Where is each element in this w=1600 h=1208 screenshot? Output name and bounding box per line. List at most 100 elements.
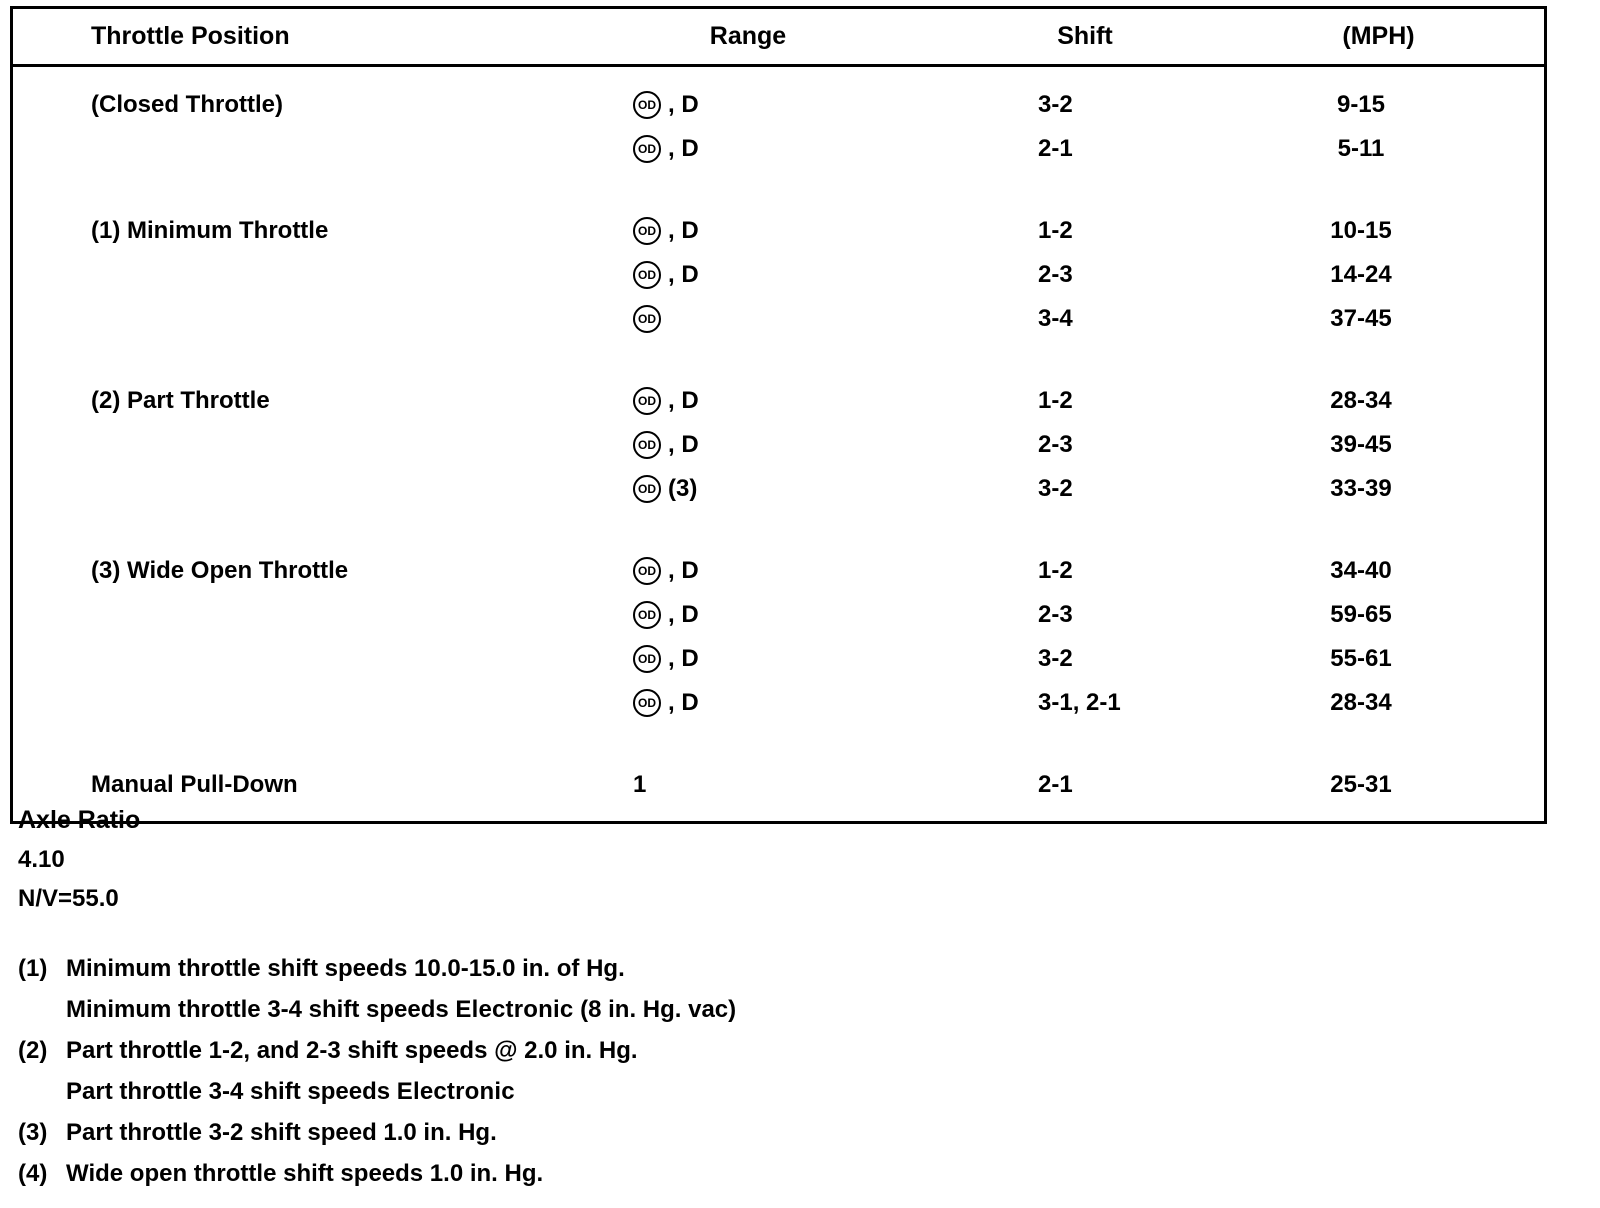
- overdrive-icon: OD: [633, 305, 661, 333]
- notes-section: Axle Ratio 4.10 N/V=55.0 (1) Minimum thro…: [18, 800, 1418, 1194]
- shift-cell: 2-3: [1038, 261, 1073, 288]
- shift-cell: 3-4: [1038, 305, 1073, 332]
- range-text: , D: [668, 91, 699, 118]
- mph-cell: 39-45: [1330, 431, 1392, 458]
- overdrive-icon: OD: [633, 135, 661, 163]
- shift-cell: 3-1, 2-1: [1038, 689, 1121, 716]
- throttle-position-cell: Manual Pull-Down: [91, 771, 298, 798]
- mph-cell: 37-45: [1330, 305, 1392, 332]
- footnote-number: (1): [18, 955, 48, 982]
- footnote-number: (4): [18, 1160, 48, 1187]
- mph-cell: 59-65: [1330, 601, 1392, 628]
- throttle-position-cell: (2) Part Throttle: [91, 387, 270, 414]
- footnote-text: Wide open throttle shift speeds 1.0 in. …: [66, 1153, 1418, 1194]
- shift-speed-table: Throttle Position Range Shift (MPH) (Clo…: [10, 6, 1547, 824]
- range-text: , D: [668, 261, 699, 288]
- shift-cell: 2-3: [1038, 601, 1073, 628]
- table-row: OD (3) 3-2 33-39: [13, 467, 1544, 511]
- footnote: (2) Part throttle 1-2, and 2-3 shift spee…: [18, 1030, 1418, 1112]
- range-text: , D: [668, 689, 699, 716]
- range-cell: OD , D: [573, 689, 973, 717]
- range-cell: OD , D: [573, 387, 973, 415]
- axle-ratio-value: 4.10: [18, 846, 65, 873]
- range-cell: OD , D: [573, 431, 973, 459]
- overdrive-icon: OD: [633, 601, 661, 629]
- table-row: OD , D 2-3 14-24: [13, 253, 1544, 297]
- table-row: OD , D 2-3 39-45: [13, 423, 1544, 467]
- footnote-number: (3): [18, 1119, 48, 1146]
- shift-cell: 2-1: [1038, 771, 1073, 798]
- footnote: (4) Wide open throttle shift speeds 1.0 i…: [18, 1153, 1418, 1194]
- throttle-position-cell: (Closed Throttle): [91, 91, 283, 118]
- table-row: (Closed Throttle) OD , D 3-2 9-15: [13, 83, 1544, 127]
- footnote-line: Part throttle 3-2 shift speed 1.0 in. Hg…: [66, 1119, 497, 1146]
- shift-cell: 3-2: [1038, 645, 1073, 672]
- table-row: OD 3-4 37-45: [13, 297, 1544, 341]
- overdrive-icon: OD: [633, 475, 661, 503]
- range-text: , D: [668, 645, 699, 672]
- shift-cell: 1-2: [1038, 217, 1073, 244]
- range-text: (3): [668, 475, 698, 502]
- mph-cell: 14-24: [1330, 261, 1392, 288]
- mph-cell: 34-40: [1330, 557, 1392, 584]
- table-row: OD , D 2-3 59-65: [13, 593, 1544, 637]
- mph-cell: 5-11: [1337, 135, 1385, 162]
- overdrive-icon: OD: [633, 261, 661, 289]
- range-cell: OD , D: [573, 91, 973, 119]
- shift-cell: 1-2: [1038, 387, 1073, 414]
- col-header-shift: Shift: [1057, 22, 1113, 50]
- footnote-text: Minimum throttle shift speeds 10.0-15.0 …: [66, 948, 1418, 1030]
- shift-cell: 2-3: [1038, 431, 1073, 458]
- range-text: , D: [668, 387, 699, 414]
- mph-cell: 28-34: [1330, 689, 1392, 716]
- range-text: 1: [633, 771, 647, 798]
- overdrive-icon: OD: [633, 689, 661, 717]
- table-row: (3) Wide Open Throttle OD , D 1-2 34-40: [13, 549, 1544, 593]
- mph-cell: 9-15: [1336, 91, 1386, 118]
- range-cell: OD , D: [573, 557, 973, 585]
- table-header-row: Throttle Position Range Shift (MPH): [13, 9, 1544, 67]
- throttle-position-cell: (1) Minimum Throttle: [91, 217, 329, 244]
- footnote-text: Part throttle 3-2 shift speed 1.0 in. Hg…: [66, 1112, 1418, 1153]
- range-text: , D: [668, 601, 699, 628]
- mph-cell: 55-61: [1330, 645, 1392, 672]
- nv-ratio-value: N/V=55.0: [18, 885, 119, 912]
- mph-cell: 28-34: [1330, 387, 1392, 414]
- overdrive-icon: OD: [633, 91, 661, 119]
- footnote-line: Minimum throttle shift speeds 10.0-15.0 …: [66, 955, 625, 982]
- range-text: , D: [668, 135, 699, 162]
- footnotes-list: (1) Minimum throttle shift speeds 10.0-15…: [18, 948, 1418, 1194]
- range-cell: OD: [573, 305, 973, 333]
- col-header-throttle-position: Throttle Position: [91, 22, 290, 50]
- shift-cell: 1-2: [1038, 557, 1073, 584]
- range-cell: OD , D: [573, 601, 973, 629]
- range-text: , D: [668, 217, 699, 244]
- footnote-line: Part throttle 3-4 shift speeds Electroni…: [66, 1078, 515, 1105]
- footnote-line: Part throttle 1-2, and 2-3 shift speeds …: [66, 1037, 638, 1064]
- shift-cell: 2-1: [1038, 135, 1073, 162]
- range-cell: OD , D: [573, 217, 973, 245]
- shift-cell: 3-2: [1038, 475, 1073, 502]
- mph-cell: 10-15: [1330, 217, 1392, 244]
- footnote: (1) Minimum throttle shift speeds 10.0-15…: [18, 948, 1418, 1030]
- table-body: (Closed Throttle) OD , D 3-2 9-15 OD , D 2…: [13, 67, 1544, 821]
- throttle-position-cell: (3) Wide Open Throttle: [91, 557, 349, 584]
- range-cell: OD , D: [573, 261, 973, 289]
- mph-cell: 33-39: [1330, 475, 1392, 502]
- table-row: OD , D 3-1, 2-1 28-34: [13, 681, 1544, 725]
- col-header-mph: (MPH): [1342, 22, 1415, 50]
- footnote: (3) Part throttle 3-2 shift speed 1.0 in.…: [18, 1112, 1418, 1153]
- range-text: , D: [668, 557, 699, 584]
- axle-ratio-heading: Axle Ratio: [18, 806, 141, 834]
- col-header-range: Range: [709, 22, 787, 50]
- table-row: OD , D 3-2 55-61: [13, 637, 1544, 681]
- range-cell: 1: [573, 771, 973, 799]
- overdrive-icon: OD: [633, 645, 661, 673]
- table-row: Manual Pull-Down 1 2-1 25-31: [13, 763, 1544, 807]
- table-row: (2) Part Throttle OD , D 1-2 28-34: [13, 379, 1544, 423]
- range-cell: OD , D: [573, 645, 973, 673]
- overdrive-icon: OD: [633, 557, 661, 585]
- range-text: , D: [668, 431, 699, 458]
- range-cell: OD (3): [573, 475, 973, 503]
